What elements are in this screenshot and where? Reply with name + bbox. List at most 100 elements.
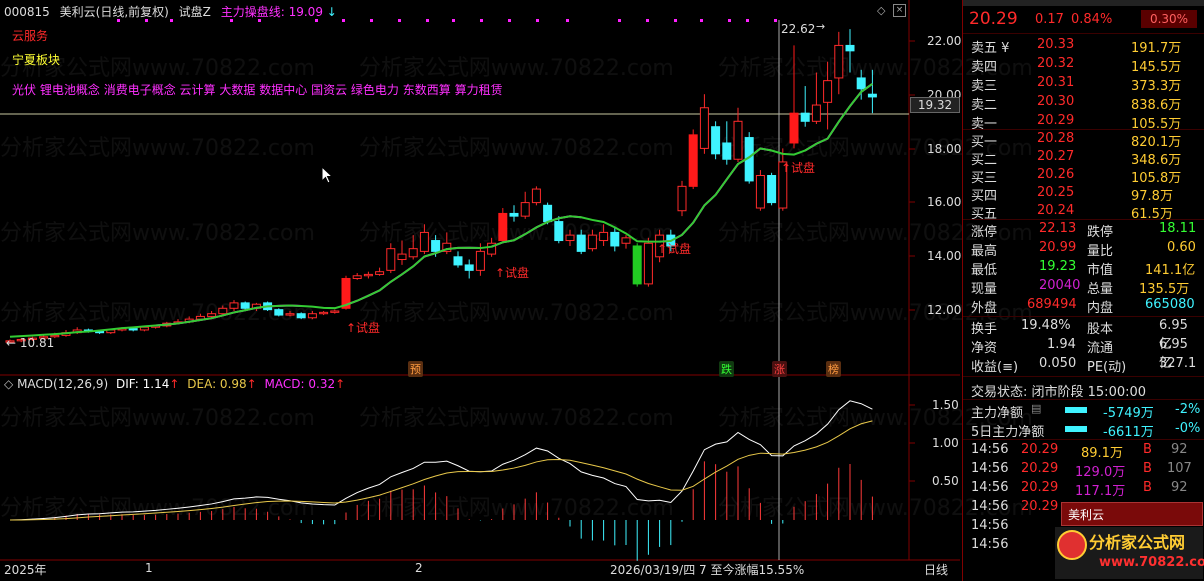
stock-name-mode[interactable]: 美利云(日线,前复权)	[59, 5, 169, 19]
tick-count: 107	[1167, 461, 1192, 476]
stat-label: PE(动)	[1087, 360, 1127, 375]
concept-item[interactable]: 东数西算	[402, 83, 451, 97]
ask-volume: 838.6万	[1131, 98, 1182, 113]
logo-url: www.70822.com	[1099, 555, 1204, 570]
concept-item[interactable]: 大数据	[219, 83, 256, 97]
macd-toggle-icon[interactable]: ◇	[4, 377, 14, 391]
candle-body	[229, 302, 239, 309]
concept-item[interactable]: 锂电池概念	[39, 83, 100, 97]
concept-item[interactable]: 绿色电力	[350, 83, 399, 97]
concept-item[interactable]: 算力租赁	[454, 83, 503, 97]
candle-body	[733, 120, 743, 160]
stat-value: 665080	[1145, 297, 1195, 312]
concept-item[interactable]: 消费电子概念	[103, 83, 176, 97]
concept-item[interactable]: 数据中心	[259, 83, 308, 97]
tag-ningxia[interactable]: 宁夏板块	[12, 53, 61, 67]
bid-label: 买二	[971, 153, 998, 168]
candle-body	[655, 234, 665, 258]
ask-price[interactable]: 20.33	[1037, 37, 1075, 52]
macd-header: ◇ MACD(12,26,9) DIF: 1.14↑ DEA: 0.98↑ MA…	[4, 377, 345, 391]
main-line-value: 19.09	[288, 5, 323, 19]
stat-label: 净资	[971, 341, 998, 356]
bid-volume: 348.6万	[1131, 153, 1182, 168]
candle-body	[610, 231, 620, 247]
event-tag-fall[interactable]: 跌	[719, 361, 734, 377]
price-axis-label: 12.00	[927, 303, 962, 317]
flow-bar	[1065, 426, 1087, 432]
candle-body	[307, 313, 317, 319]
dea-line	[9, 420, 873, 521]
candle-body	[834, 44, 844, 79]
ask-price[interactable]: 20.31	[1037, 75, 1075, 90]
price-axis-label: 16.00	[927, 195, 962, 209]
change-badge[interactable]: 0.30%	[1141, 10, 1197, 28]
x-axis-month: 2	[415, 561, 423, 575]
bid-price[interactable]: 20.27	[1037, 149, 1075, 164]
test-signal-label: ↑试盘	[657, 242, 692, 256]
bid-price[interactable]: 20.25	[1037, 185, 1075, 200]
macd-title[interactable]: MACD(12,26,9)	[17, 377, 109, 391]
candle-body	[711, 126, 721, 155]
candle-body	[845, 44, 855, 52]
main-line-label: 主力操盘线:	[220, 5, 285, 19]
ask-label: 卖二	[971, 98, 998, 113]
stat-label: 收益(≡)	[971, 360, 1019, 375]
price-axis-label: 14.00	[927, 249, 962, 263]
concept-item[interactable]: 光伏	[12, 83, 37, 97]
stat-value: 19.23	[1039, 259, 1077, 274]
bid-price[interactable]: 20.26	[1037, 167, 1075, 182]
ask-price[interactable]: 20.32	[1037, 56, 1075, 71]
indicator-name[interactable]: 试盘Z	[178, 5, 211, 19]
macd-axis-label: 0.50	[932, 474, 959, 488]
price-change: 0.17	[1035, 12, 1064, 27]
tag-cloud-service[interactable]: 云服务	[12, 29, 49, 43]
concept-item[interactable]: 国资云	[311, 83, 348, 97]
candle-body	[285, 313, 295, 316]
stock-popup[interactable]: 美利云	[1061, 502, 1203, 526]
event-tag-forecast[interactable]: 预	[408, 361, 423, 377]
bid-price[interactable]: 20.24	[1037, 203, 1075, 218]
candle-body	[386, 248, 396, 271]
concept-item[interactable]: 云计算	[179, 83, 216, 97]
ask-price[interactable]: 20.30	[1037, 94, 1075, 109]
test-signal-label: ↑试盘	[781, 161, 816, 175]
concept-list: 光伏 锂电池概念 消费电子概念 云计算 大数据 数据中心 国资云 绿色电力 东数…	[12, 81, 503, 98]
candle-body	[39, 336, 49, 339]
bid-price[interactable]: 20.28	[1037, 131, 1075, 146]
price-axis-label: 22.00	[927, 34, 962, 48]
event-tag-rise[interactable]: 涨	[772, 361, 787, 377]
stat-label: 量比	[1087, 244, 1114, 259]
candle-body	[632, 245, 642, 285]
candlestick-chart[interactable]	[0, 0, 960, 581]
diamond-icon[interactable]: ◇	[877, 4, 886, 17]
event-tag-list[interactable]: 榜	[826, 361, 841, 377]
five-day-net-flow: 5日主力净额 -6611万 -0%	[963, 420, 1201, 440]
flow-settings-icon[interactable]: ▤	[1031, 402, 1042, 415]
dif-arrow: ↑	[169, 377, 180, 391]
ask-price[interactable]: 20.29	[1037, 113, 1075, 128]
candle-body	[554, 221, 564, 242]
candle-body	[341, 277, 351, 309]
stat-label: 股本	[1087, 322, 1114, 337]
ask-volume: 105.5万	[1131, 117, 1182, 132]
candle-body	[274, 309, 284, 316]
candle-body	[498, 212, 508, 242]
tick-time: 14:56	[971, 518, 1009, 533]
stat-value: 0.050	[1039, 356, 1077, 371]
tick-count: 92	[1171, 442, 1188, 457]
bid-volume: 820.1万	[1131, 135, 1182, 150]
site-logo: 分析家公式网 www.70822.com	[1055, 527, 1204, 579]
tick-side: B	[1143, 442, 1152, 457]
close-icon[interactable]: ×	[893, 4, 906, 17]
flow-pct: -0%	[1175, 421, 1201, 436]
bid-volume: 105.8万	[1131, 171, 1182, 186]
candle-body	[419, 231, 429, 252]
candle-body	[565, 234, 575, 242]
tick-volume: 129.0万	[1075, 465, 1126, 480]
period-selector[interactable]: 日线	[924, 563, 949, 577]
candle-body	[867, 93, 877, 98]
ask-volume: 373.3万	[1131, 79, 1182, 94]
candle-body	[587, 234, 597, 250]
stat-value: 6.95亿	[1159, 318, 1188, 352]
candle-body	[330, 310, 340, 313]
